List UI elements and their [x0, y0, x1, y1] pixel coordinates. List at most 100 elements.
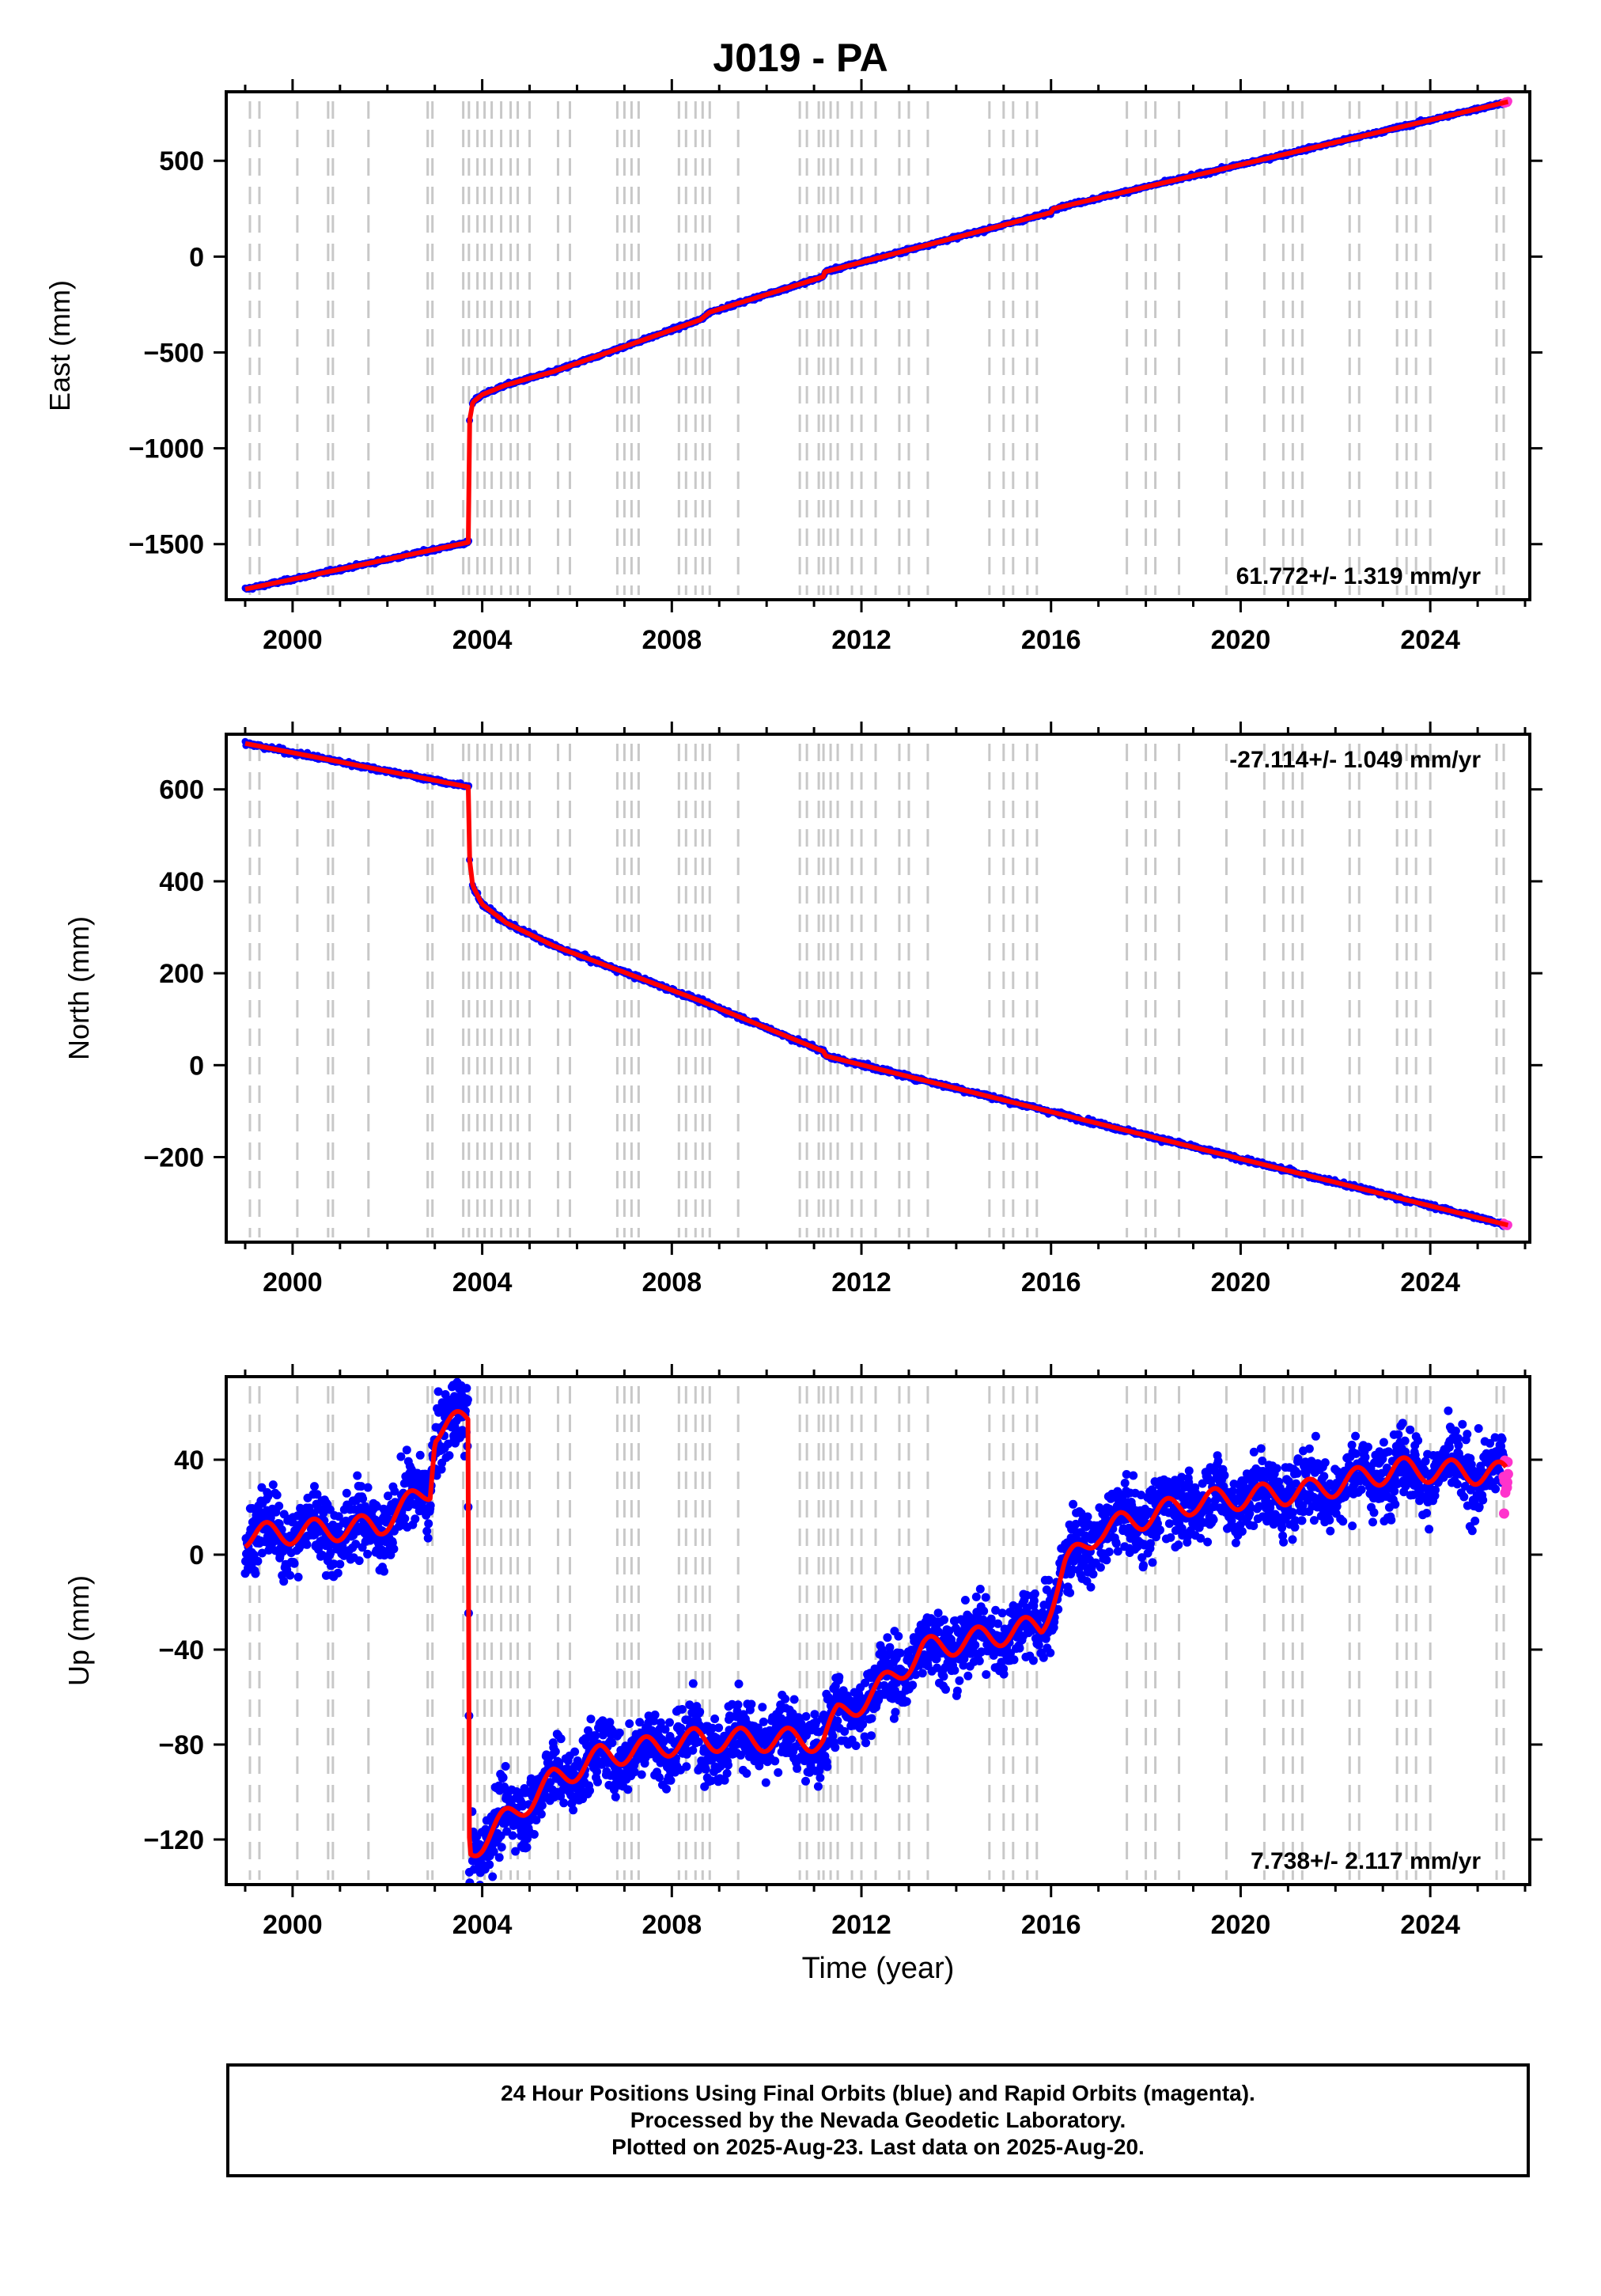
event-lines [248, 744, 1505, 1237]
final-orbit-point [251, 1569, 260, 1578]
final-orbit-point [380, 1567, 388, 1576]
y-tick-label: 200 [159, 959, 204, 989]
final-orbit-point [662, 1784, 671, 1794]
x-tick-label: 2016 [1021, 625, 1081, 655]
final-orbit-point [498, 1773, 508, 1783]
x-tick-label: 2012 [831, 625, 891, 655]
final-orbit-point [396, 1452, 406, 1461]
x-tick-label: 2024 [1400, 625, 1460, 655]
final-orbit-point [286, 1570, 295, 1580]
final-orbit-point [426, 1501, 435, 1510]
final-orbit-point [390, 1487, 399, 1496]
x-tick-label: 2004 [452, 625, 513, 655]
final-orbit-point [293, 1572, 303, 1582]
final-orbit-point [363, 1483, 373, 1492]
final-orbit-point [585, 1786, 594, 1795]
final-orbit-point [605, 1718, 615, 1727]
final-orbit-point [357, 1482, 366, 1491]
panel-up: 2000 2004 2008 2012 2016 2020 2024−120−80−4004… [62, 1364, 1542, 1940]
final-orbit-point [630, 1767, 639, 1777]
final-orbit-point [682, 1762, 691, 1771]
final-orbit-point [488, 1872, 498, 1881]
final-orbit-point [586, 1714, 596, 1724]
final-orbit-point [559, 1798, 569, 1808]
final-orbit-point [508, 1831, 517, 1840]
final-orbit-point [489, 1847, 498, 1856]
x-tick-label: 2008 [642, 1267, 702, 1298]
final-orbit-point [310, 1482, 319, 1491]
final-orbit-point [570, 1747, 580, 1756]
final-orbit-point [384, 1491, 392, 1501]
final-orbit-point [342, 1488, 351, 1498]
final-orbit-point [607, 1738, 617, 1748]
x-tick-label: 2008 [642, 625, 702, 655]
plot-frame [225, 733, 1531, 1244]
final-orbit-point [501, 1762, 510, 1771]
model-fit-line [244, 99, 1509, 592]
final-orbit-point [569, 1805, 578, 1815]
final-orbit-point [666, 1775, 676, 1785]
final-orbit-point [437, 1464, 446, 1474]
final-orbit-point [290, 1559, 299, 1568]
final-orbit-point [695, 1707, 705, 1717]
final-orbit-point [279, 1577, 289, 1586]
final-orbit-point [422, 1526, 432, 1536]
final-orbit-point [433, 1387, 443, 1396]
final-orbit-point [351, 1540, 361, 1549]
x-tick-label: 2020 [1211, 625, 1271, 655]
panel-north: 2000 2004 2008 2012 2016 2020 2024−20002004006… [62, 722, 1542, 1298]
final-orbit-point [650, 1711, 660, 1719]
y-tick-label: 0 [189, 1051, 204, 1081]
y-tick-label: 400 [159, 867, 204, 897]
final-orbit-point [615, 1728, 624, 1737]
final-orbit-point [423, 1533, 433, 1543]
final-orbit-point [635, 1718, 645, 1727]
final-orbit-point [274, 1502, 284, 1510]
final-orbit-point [389, 1544, 399, 1554]
final-orbit-point [655, 1773, 664, 1783]
x-tick-label: 2020 [1211, 1267, 1271, 1298]
rate-annotation: 61.772+/- 1.319 mm/yr [1236, 563, 1482, 589]
final-orbit-point [353, 1471, 362, 1480]
final-orbit-point [556, 1734, 566, 1744]
y-axis-label: North (mm) [62, 916, 95, 1060]
final-orbit-point [593, 1777, 602, 1786]
y-tick-label: −500 [143, 338, 204, 368]
final-orbit-point [532, 1816, 541, 1824]
final-orbit-point [272, 1491, 282, 1500]
final-orbit-point [511, 1847, 520, 1856]
final-orbit-point [536, 1809, 546, 1819]
final-orbit-point [354, 1556, 364, 1566]
model-fit-line [244, 741, 1509, 1228]
final-orbit-point [402, 1445, 411, 1455]
final-orbit-point [415, 1450, 425, 1460]
final-orbit-point [537, 1801, 547, 1810]
final-orbit-point [334, 1512, 343, 1521]
y-tick-label: 600 [159, 775, 204, 805]
final-orbit-point [485, 1860, 494, 1870]
final-orbit-point [710, 1714, 720, 1723]
final-orbit-point [462, 1384, 471, 1393]
plot-frame [225, 90, 1531, 601]
final-orbit-point [551, 1747, 560, 1756]
y-axis-label: East (mm) [44, 280, 76, 411]
y-tick-label: −200 [143, 1143, 204, 1173]
panel-east: 2000 2004 2008 2012 2016 2020 2024−1500−1000−5… [44, 79, 1542, 655]
final-orbit-point [567, 1798, 577, 1808]
final-orbit-point [411, 1514, 420, 1524]
y-tick-label: −1000 [129, 434, 205, 464]
final-orbit-point [497, 1843, 506, 1852]
final-orbit-point [317, 1551, 327, 1559]
final-orbit-point [688, 1679, 698, 1688]
event-lines [248, 101, 1505, 595]
x-tick-label: 2004 [452, 1267, 513, 1298]
final-orbit-point [623, 1785, 633, 1794]
final-orbit-point [463, 1395, 472, 1404]
x-tick-label: 2000 [263, 1267, 323, 1298]
final-orbit-point [637, 1770, 646, 1779]
y-tick-label: −1500 [129, 530, 205, 560]
final-orbit-point [677, 1705, 687, 1714]
final-orbit-point [253, 1556, 263, 1566]
final-orbit-point [445, 1451, 454, 1461]
